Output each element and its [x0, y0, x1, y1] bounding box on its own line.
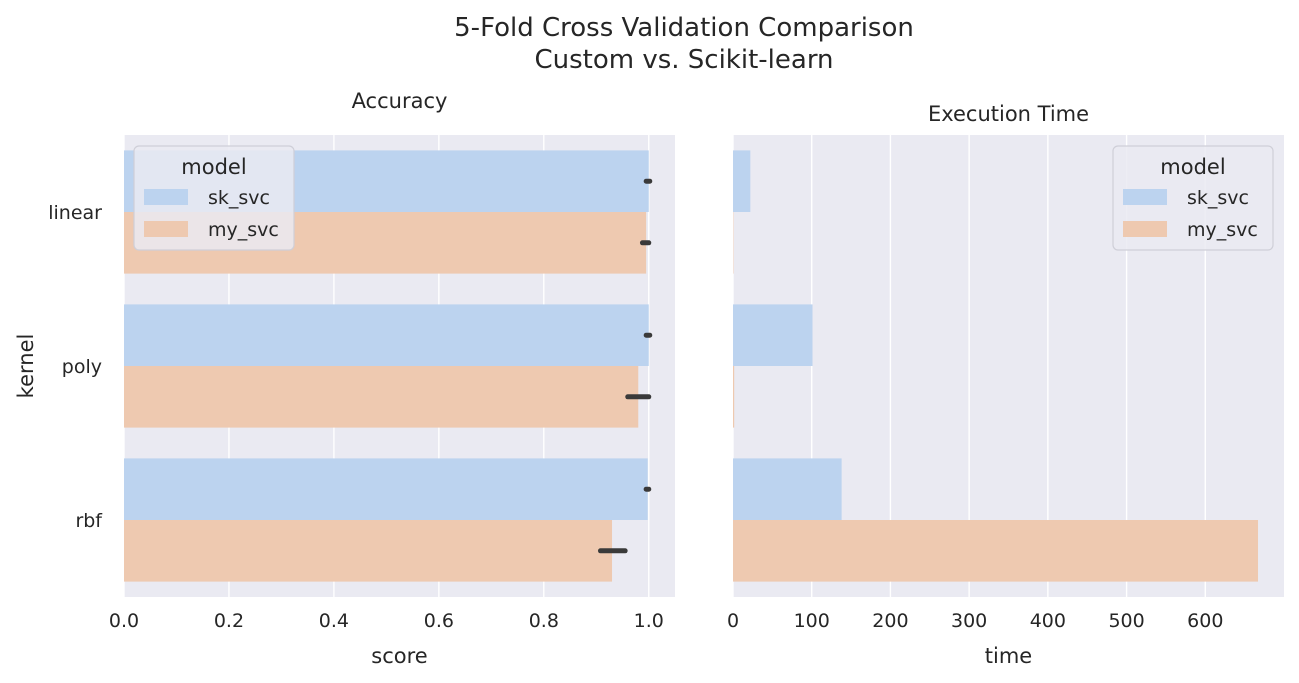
figure-title-line-2: Custom vs. Scikit-learn — [534, 45, 833, 75]
time-x-tick-label: 0 — [727, 610, 739, 632]
accuracy-legend-label-my_svc: my_svc — [208, 219, 279, 241]
time-bar-my_svc-poly — [733, 366, 735, 428]
time-bar-sk_svc-poly — [733, 304, 813, 366]
accuracy-x-tick-label: 1.0 — [634, 610, 664, 632]
accuracy-y-tick-label: linear — [48, 202, 102, 224]
accuracy-bar-sk_svc-rbf — [124, 458, 648, 520]
accuracy-x-tick-label: 0.2 — [214, 610, 244, 632]
accuracy-bar-my_svc-rbf — [124, 520, 613, 582]
accuracy-x-tick-label: 0.0 — [109, 610, 139, 632]
accuracy-legend-title: model — [181, 155, 246, 179]
accuracy-legend: model sk_svc my_svc — [133, 145, 295, 251]
accuracy-bar-my_svc-poly — [124, 366, 639, 428]
accuracy-y-axis-label: kernel — [14, 334, 38, 399]
time-legend-title: model — [1160, 155, 1225, 179]
accuracy-legend-swatch-sk_svc — [144, 189, 188, 205]
time-bar-sk_svc-rbf — [733, 458, 842, 520]
accuracy-panel-title: Accuracy — [352, 89, 448, 113]
accuracy-x-tick-label: 0.6 — [424, 610, 454, 632]
accuracy-legend-label-sk_svc: sk_svc — [208, 187, 270, 209]
time-legend-label-sk_svc: sk_svc — [1187, 187, 1249, 209]
time-legend-label-my_svc: my_svc — [1187, 219, 1258, 241]
accuracy-bar-sk_svc-poly — [124, 304, 649, 366]
time-x-tick-label: 200 — [872, 610, 908, 632]
accuracy-x-tick-label: 0.8 — [529, 610, 559, 632]
time-x-tick-label: 300 — [951, 610, 987, 632]
accuracy-x-axis-label: score — [371, 644, 427, 668]
accuracy-y-tick-label: rbf — [75, 510, 103, 532]
time-x-tick-label: 400 — [1030, 610, 1066, 632]
time-x-axis-label: time — [985, 644, 1032, 668]
time-x-tick-label: 500 — [1108, 610, 1144, 632]
figure-title-line-1: 5-Fold Cross Validation Comparison — [454, 13, 914, 43]
time-bar-sk_svc-linear — [733, 150, 751, 212]
execution-time-panel: 0 100 200 300 400 500 600 Execution Time time mod… — [727, 102, 1284, 668]
time-legend-swatch-sk_svc — [1123, 189, 1167, 205]
time-bar-my_svc-rbf — [733, 520, 1259, 582]
time-x-tick-label: 600 — [1187, 610, 1223, 632]
time-legend: model sk_svc my_svc — [1112, 145, 1274, 251]
accuracy-x-tick-label: 0.4 — [319, 610, 349, 632]
accuracy-legend-swatch-my_svc — [144, 221, 188, 237]
time-panel-title: Execution Time — [928, 102, 1089, 126]
time-legend-swatch-my_svc — [1123, 221, 1167, 237]
accuracy-y-tick-label: poly — [62, 356, 102, 378]
time-x-tick-label: 100 — [794, 610, 830, 632]
accuracy-panel: 0.0 0.2 0.4 0.6 0.8 1.0 linear poly rbf Accuracy s… — [14, 89, 675, 668]
